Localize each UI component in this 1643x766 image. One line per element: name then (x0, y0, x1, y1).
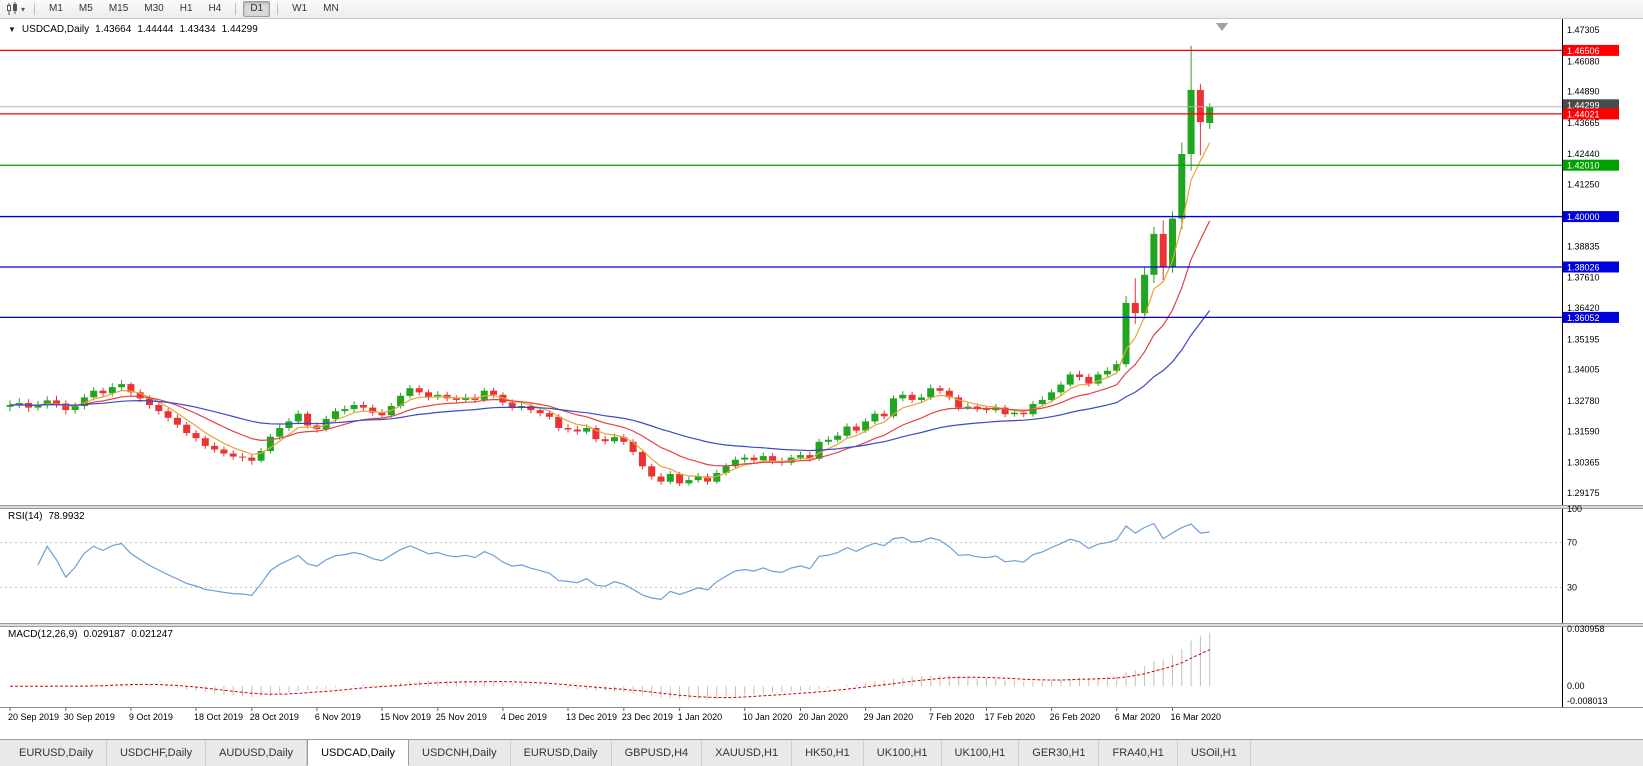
svg-text:1 Jan 2020: 1 Jan 2020 (678, 712, 723, 722)
toolbar-separator (34, 3, 36, 15)
svg-text:1.46506: 1.46506 (1567, 46, 1600, 56)
hline-tag-1.40000: 1.40000 (1563, 211, 1619, 223)
timeframe-button-m1[interactable]: M1 (49, 3, 63, 14)
chart-tabs-bar: EURUSD,Daily USDCHF,Daily AUDUSD,Daily USDC… (0, 739, 1643, 766)
svg-text:1.32780: 1.32780 (1567, 396, 1600, 406)
svg-text:4 Dec 2019: 4 Dec 2019 (501, 712, 547, 722)
svg-text:30: 30 (1567, 582, 1577, 592)
toolbar-separator (277, 3, 279, 15)
svg-text:1.34005: 1.34005 (1567, 365, 1600, 375)
svg-text:25 Nov 2019: 25 Nov 2019 (436, 712, 487, 722)
svg-text:1.36052: 1.36052 (1567, 313, 1600, 323)
timeframe-button-m5[interactable]: M5 (78, 3, 93, 14)
svg-text:29 Jan 2020: 29 Jan 2020 (864, 712, 914, 722)
chart-tab-eurusd-daily[interactable]: EURUSD,Daily (511, 740, 612, 766)
toolbar: ▾ M1 M5 M15 M30 H1 H4 D1 W1 MN (0, 0, 1643, 19)
svg-text:1.47305: 1.47305 (1567, 25, 1600, 35)
bid-price-tag: 1.44299 (1563, 99, 1619, 111)
svg-text:1.35195: 1.35195 (1567, 334, 1600, 344)
chevron-down-icon[interactable]: ▾ (21, 4, 26, 14)
timeframe-button-m15[interactable]: M15 (108, 3, 129, 14)
chart-tab-usoil-h1[interactable]: USOil,H1 (1178, 740, 1251, 766)
chart-tab-eurusd-daily[interactable]: EURUSD,Daily (6, 740, 107, 766)
one-click-trading-arrow[interactable]: ▼ (8, 25, 16, 34)
svg-text:13 Dec 2019: 13 Dec 2019 (566, 712, 617, 722)
macd-signal-line (10, 649, 1210, 699)
chart-window: 1.47305 1.46080 1.44890 1.43665 1.42440 1.412… (0, 19, 1643, 740)
timeframe-button-w1[interactable]: W1 (292, 3, 308, 14)
svg-text:30 Sep 2019: 30 Sep 2019 (64, 712, 115, 722)
svg-text:1.37610: 1.37610 (1567, 273, 1600, 283)
hline-tag-1.38026: 1.38026 (1563, 261, 1619, 273)
svg-text:28 Oct 2019: 28 Oct 2019 (250, 712, 299, 722)
svg-text:1.38026: 1.38026 (1567, 262, 1600, 272)
svg-text:1.41250: 1.41250 (1567, 180, 1600, 190)
svg-text:20 Sep 2019: 20 Sep 2019 (8, 712, 59, 722)
svg-text:1.40000: 1.40000 (1567, 212, 1600, 222)
svg-text:26 Feb 2020: 26 Feb 2020 (1050, 712, 1101, 722)
svg-text:70: 70 (1567, 538, 1577, 548)
ma-medium-line (9, 220, 1211, 467)
rsi-line (37, 522, 1210, 601)
chart-tab-usdcnh-daily[interactable]: USDCNH,Daily (409, 740, 511, 766)
hline-tag-1.46506: 1.46506 (1563, 44, 1619, 56)
svg-text:1.46080: 1.46080 (1567, 56, 1600, 66)
svg-text:1.36420: 1.36420 (1567, 303, 1600, 313)
svg-text:1.29175: 1.29175 (1567, 488, 1600, 498)
svg-text:1.44021: 1.44021 (1567, 109, 1600, 119)
chart-canvas[interactable]: 1.47305 1.46080 1.44890 1.43665 1.42440 1.412… (0, 19, 1643, 740)
svg-text:17 Feb 2020: 17 Feb 2020 (985, 712, 1036, 722)
chart-tab-usdchf-daily[interactable]: USDCHF,Daily (107, 740, 207, 766)
svg-text:0.00: 0.00 (1567, 681, 1585, 691)
svg-text:0.030958: 0.030958 (1567, 624, 1605, 634)
ma-slow-line (9, 310, 1211, 452)
svg-text:23 Dec 2019: 23 Dec 2019 (622, 712, 673, 722)
chart-tab-uk100-h1[interactable]: UK100,H1 (864, 740, 942, 766)
chart-tab-audusd-daily[interactable]: AUDUSD,Daily (206, 740, 308, 766)
chart-tab-usdcad-daily[interactable]: USDCAD,Daily (307, 739, 410, 766)
chart-tab-xauusd-h1[interactable]: XAUUSD,H1 (702, 740, 793, 766)
svg-text:1.44299: 1.44299 (1567, 100, 1600, 110)
chart-tab-fra40-h1[interactable]: FRA40,H1 (1099, 740, 1178, 766)
date-axis: 20 Sep 2019 30 Sep 2019 9 Oct 2019 18 Oct 2… (8, 708, 1221, 722)
svg-text:6 Mar 2020: 6 Mar 2020 (1115, 712, 1161, 722)
timeframe-button-h4[interactable]: H4 (208, 3, 222, 14)
svg-text:1.42010: 1.42010 (1567, 161, 1600, 171)
chart-tab-uk100-h1[interactable]: UK100,H1 (942, 740, 1020, 766)
svg-text:18 Oct 2019: 18 Oct 2019 (194, 712, 243, 722)
svg-text:1.31590: 1.31590 (1567, 426, 1600, 436)
svg-text:1.30365: 1.30365 (1567, 458, 1600, 468)
hline-tag-1.42010: 1.42010 (1563, 159, 1619, 171)
chart-tab-ger30-h1[interactable]: GER30,H1 (1019, 740, 1100, 766)
hline-tag-1.44021: 1.44021 (1563, 108, 1619, 120)
svg-text:-0.008013: -0.008013 (1567, 696, 1608, 706)
svg-text:15 Nov 2019: 15 Nov 2019 (380, 712, 431, 722)
chart-shift-marker[interactable] (1216, 23, 1228, 31)
svg-text:7 Feb 2020: 7 Feb 2020 (929, 712, 975, 722)
svg-text:16 Mar 2020: 16 Mar 2020 (1171, 712, 1222, 722)
macd-histogram (18, 632, 1211, 700)
chart-tab-hk50-h1[interactable]: HK50,H1 (792, 740, 864, 766)
candlestick-chart-icon[interactable] (5, 2, 20, 16)
timeframe-button-h1[interactable]: H1 (179, 3, 193, 14)
timeframe-button-m30[interactable]: M30 (144, 3, 164, 14)
svg-text:1.43665: 1.43665 (1567, 118, 1600, 128)
svg-text:10 Jan 2020: 10 Jan 2020 (743, 712, 793, 722)
hline-tag-1.36052: 1.36052 (1563, 311, 1619, 323)
svg-text:9 Oct 2019: 9 Oct 2019 (129, 712, 173, 722)
timeframe-button-d1[interactable]: D1 (243, 1, 271, 17)
svg-text:100: 100 (1567, 504, 1582, 514)
chart-tab-gbpusd-h4[interactable]: GBPUSD,H4 (612, 740, 703, 766)
timeframe-button-mn[interactable]: MN (323, 3, 339, 14)
svg-text:6 Nov 2019: 6 Nov 2019 (315, 712, 361, 722)
svg-text:1.38835: 1.38835 (1567, 241, 1600, 251)
svg-text:20 Jan 2020: 20 Jan 2020 (799, 712, 849, 722)
toolbar-separator (235, 3, 237, 15)
svg-text:1.42440: 1.42440 (1567, 149, 1600, 159)
timeframe-buttons: M1 M5 M15 M30 H1 H4 D1 W1 MN (41, 1, 347, 17)
svg-text:1.44890: 1.44890 (1567, 87, 1600, 97)
